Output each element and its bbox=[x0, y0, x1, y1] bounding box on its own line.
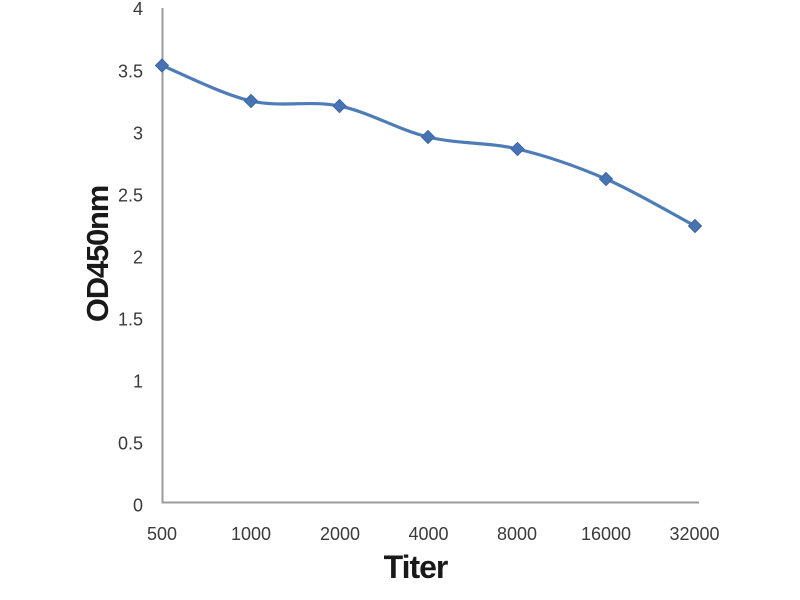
svg-text:0.5: 0.5 bbox=[118, 434, 143, 454]
svg-text:OD450nm: OD450nm bbox=[80, 186, 115, 322]
svg-text:1.5: 1.5 bbox=[118, 309, 143, 329]
svg-text:4: 4 bbox=[133, 0, 143, 19]
svg-text:Titer: Titer bbox=[384, 549, 448, 585]
svg-text:1000: 1000 bbox=[231, 524, 271, 544]
svg-text:1: 1 bbox=[133, 371, 143, 391]
svg-text:16000: 16000 bbox=[581, 524, 631, 544]
svg-text:0: 0 bbox=[133, 496, 143, 516]
svg-text:2.5: 2.5 bbox=[118, 185, 143, 205]
svg-text:500: 500 bbox=[147, 524, 177, 544]
svg-text:8000: 8000 bbox=[497, 524, 537, 544]
svg-text:2: 2 bbox=[133, 247, 143, 267]
svg-text:2000: 2000 bbox=[320, 524, 360, 544]
svg-text:3.5: 3.5 bbox=[118, 61, 143, 81]
svg-text:4000: 4000 bbox=[408, 524, 448, 544]
svg-text:32000: 32000 bbox=[669, 524, 719, 544]
svg-text:3: 3 bbox=[133, 123, 143, 143]
